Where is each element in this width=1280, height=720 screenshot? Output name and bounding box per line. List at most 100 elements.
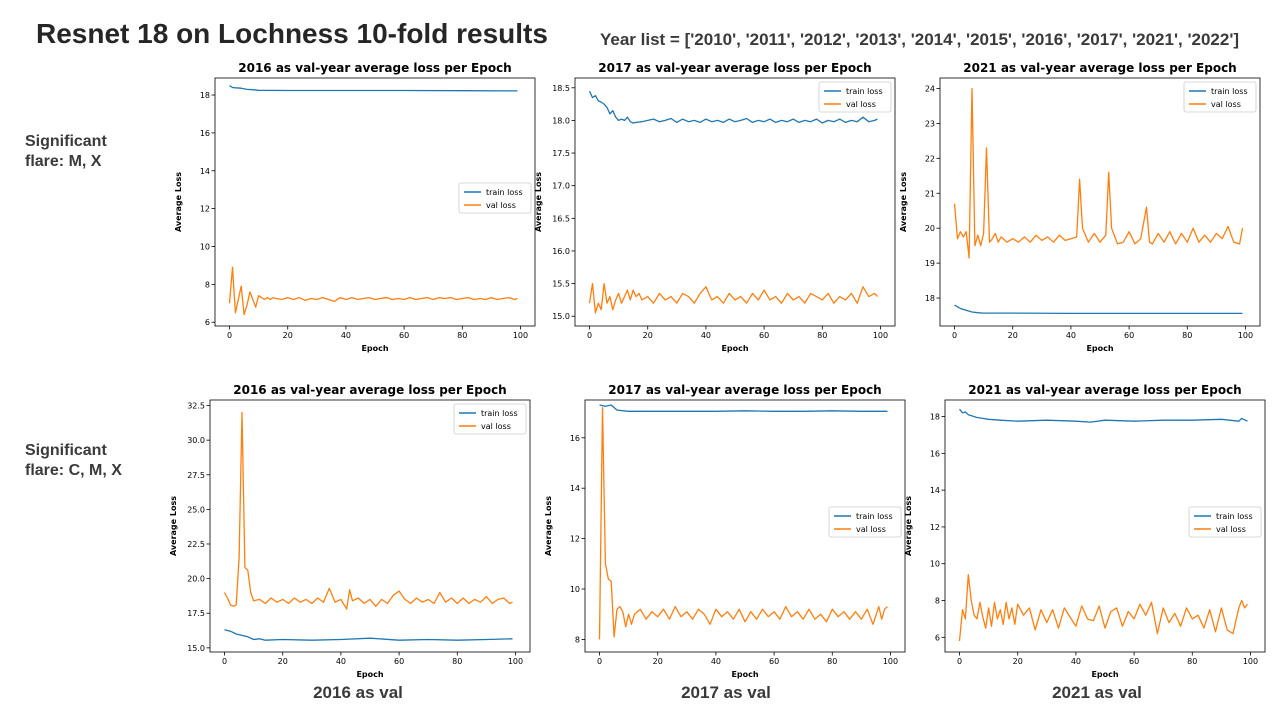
- chart-panel: 2016 as val-year average loss per Epoch 0…: [174, 61, 536, 353]
- y-tick-label: 25.0: [187, 505, 205, 514]
- y-tick-label: 15.5: [552, 280, 570, 289]
- x-tick-label: 40: [341, 331, 351, 340]
- page-title: Resnet 18 on Lochness 10-fold results: [36, 18, 548, 49]
- y-tick-label: 20.0: [187, 575, 205, 584]
- y-tick-label: 20: [925, 224, 935, 233]
- val-loss-line: [598, 406, 888, 640]
- y-tick-label: 24: [925, 84, 935, 93]
- plot-frame: [214, 77, 536, 327]
- plot-frame: [209, 399, 531, 653]
- y-tick-label: 27.5: [187, 471, 205, 480]
- chart-legend: train loss val loss: [818, 81, 892, 113]
- x-axis-label: Epoch: [1086, 344, 1113, 353]
- legend-label: val loss: [481, 422, 511, 431]
- y-tick-label: 12: [930, 523, 940, 532]
- x-tick-label: 20: [653, 657, 663, 666]
- train-loss-line: [958, 408, 1248, 423]
- legend-label: train loss: [1216, 512, 1253, 521]
- x-tick-label: 0: [227, 331, 232, 340]
- val-loss-line: [953, 87, 1244, 259]
- x-axis-label: Epoch: [361, 344, 388, 353]
- x-tick-label: 20: [1008, 331, 1018, 340]
- chart-panel: 2021 as val-year average loss per Epoch 0…: [904, 383, 1266, 679]
- x-tick-label: 100: [873, 331, 888, 340]
- chart-title: 2021 as val-year average loss per Epoch: [968, 383, 1241, 397]
- y-tick-label: 17.5: [187, 609, 205, 618]
- chart-legend: train loss val loss: [1188, 506, 1262, 538]
- x-tick-label: 100: [1238, 331, 1253, 340]
- chart-legend: train loss val loss: [453, 403, 527, 435]
- y-tick-label: 19: [925, 259, 935, 268]
- plot-frame: [584, 399, 906, 653]
- y-tick-label: 10: [930, 560, 940, 569]
- y-axis-label: Average Loss: [534, 172, 543, 232]
- legend-label: val loss: [1216, 525, 1246, 534]
- x-tick-label: 40: [336, 657, 346, 666]
- y-tick-label: 18: [925, 294, 935, 303]
- x-axis-label: Epoch: [1091, 670, 1118, 679]
- x-tick-label: 0: [597, 657, 602, 666]
- y-tick-label: 10: [570, 585, 580, 594]
- y-axis-label: Average Loss: [544, 496, 553, 556]
- chart-panel: 2017 as val-year average loss per Epoch 0…: [534, 61, 896, 353]
- y-tick-label: 16.5: [552, 214, 570, 223]
- x-tick-label: 20: [278, 657, 288, 666]
- y-tick-label: 12: [200, 205, 210, 214]
- y-tick-label: 18: [930, 413, 940, 422]
- x-tick-label: 100: [513, 331, 528, 340]
- x-axis-label: Epoch: [731, 670, 758, 679]
- x-tick-label: 60: [769, 657, 779, 666]
- chart-legend: train loss val loss: [458, 182, 532, 214]
- y-tick-label: 14: [200, 167, 210, 176]
- x-tick-label: 20: [1013, 657, 1023, 666]
- row-label-line: flare: M, X: [25, 153, 102, 170]
- y-tick-label: 15.0: [552, 312, 570, 321]
- legend-label: val loss: [846, 100, 876, 109]
- chart-legend: train loss val loss: [1183, 81, 1257, 113]
- row-label-c-m-x: Significant flare: C, M, X: [25, 441, 155, 481]
- plot-frame: [944, 399, 1266, 653]
- year-list-label: Year list = ['2010', '2011', '2012', '20…: [600, 30, 1240, 49]
- legend-label: train loss: [481, 409, 518, 418]
- train-loss-line: [599, 404, 888, 412]
- x-tick-label: 100: [508, 657, 523, 666]
- x-tick-label: 20: [643, 331, 653, 340]
- val-loss-line: [958, 574, 1249, 642]
- chart-title: 2016 as val-year average loss per Epoch: [233, 383, 506, 397]
- column-label-2021: 2021 as val: [1052, 683, 1142, 702]
- y-tick-label: 32.5: [187, 402, 205, 411]
- y-axis-label: Average Loss: [174, 172, 183, 232]
- x-axis-label: Epoch: [356, 670, 383, 679]
- x-tick-label: 60: [1124, 331, 1134, 340]
- chart-panel: 2017 as val-year average loss per Epoch 0…: [544, 383, 906, 679]
- y-tick-label: 18: [200, 91, 210, 100]
- x-tick-label: 80: [452, 657, 462, 666]
- x-tick-label: 0: [957, 657, 962, 666]
- x-tick-label: 100: [883, 657, 898, 666]
- y-tick-label: 16: [200, 129, 210, 138]
- x-tick-label: 0: [587, 331, 592, 340]
- y-tick-label: 23: [925, 119, 935, 128]
- y-tick-label: 16: [570, 434, 580, 443]
- y-tick-label: 10: [200, 242, 210, 251]
- y-tick-label: 17.0: [552, 182, 570, 191]
- legend-label: val loss: [486, 201, 516, 210]
- y-tick-label: 8: [575, 635, 580, 644]
- train-loss-line: [954, 304, 1243, 315]
- legend-label: train loss: [846, 87, 883, 96]
- val-loss-line: [228, 266, 518, 316]
- chart-legend: train loss val loss: [828, 506, 902, 538]
- y-tick-label: 18.0: [552, 116, 570, 125]
- chart-title: 2021 as val-year average loss per Epoch: [963, 61, 1236, 75]
- x-tick-label: 20: [283, 331, 293, 340]
- y-tick-label: 14: [930, 486, 940, 495]
- x-tick-label: 80: [817, 331, 827, 340]
- x-tick-label: 0: [952, 331, 957, 340]
- val-loss-line: [588, 282, 878, 314]
- legend-label: train loss: [1211, 87, 1248, 96]
- x-tick-label: 60: [759, 331, 769, 340]
- x-tick-label: 60: [399, 331, 409, 340]
- y-tick-label: 12: [570, 535, 580, 544]
- plot-frame: [574, 77, 896, 327]
- chart-title: 2017 as val-year average loss per Epoch: [608, 383, 881, 397]
